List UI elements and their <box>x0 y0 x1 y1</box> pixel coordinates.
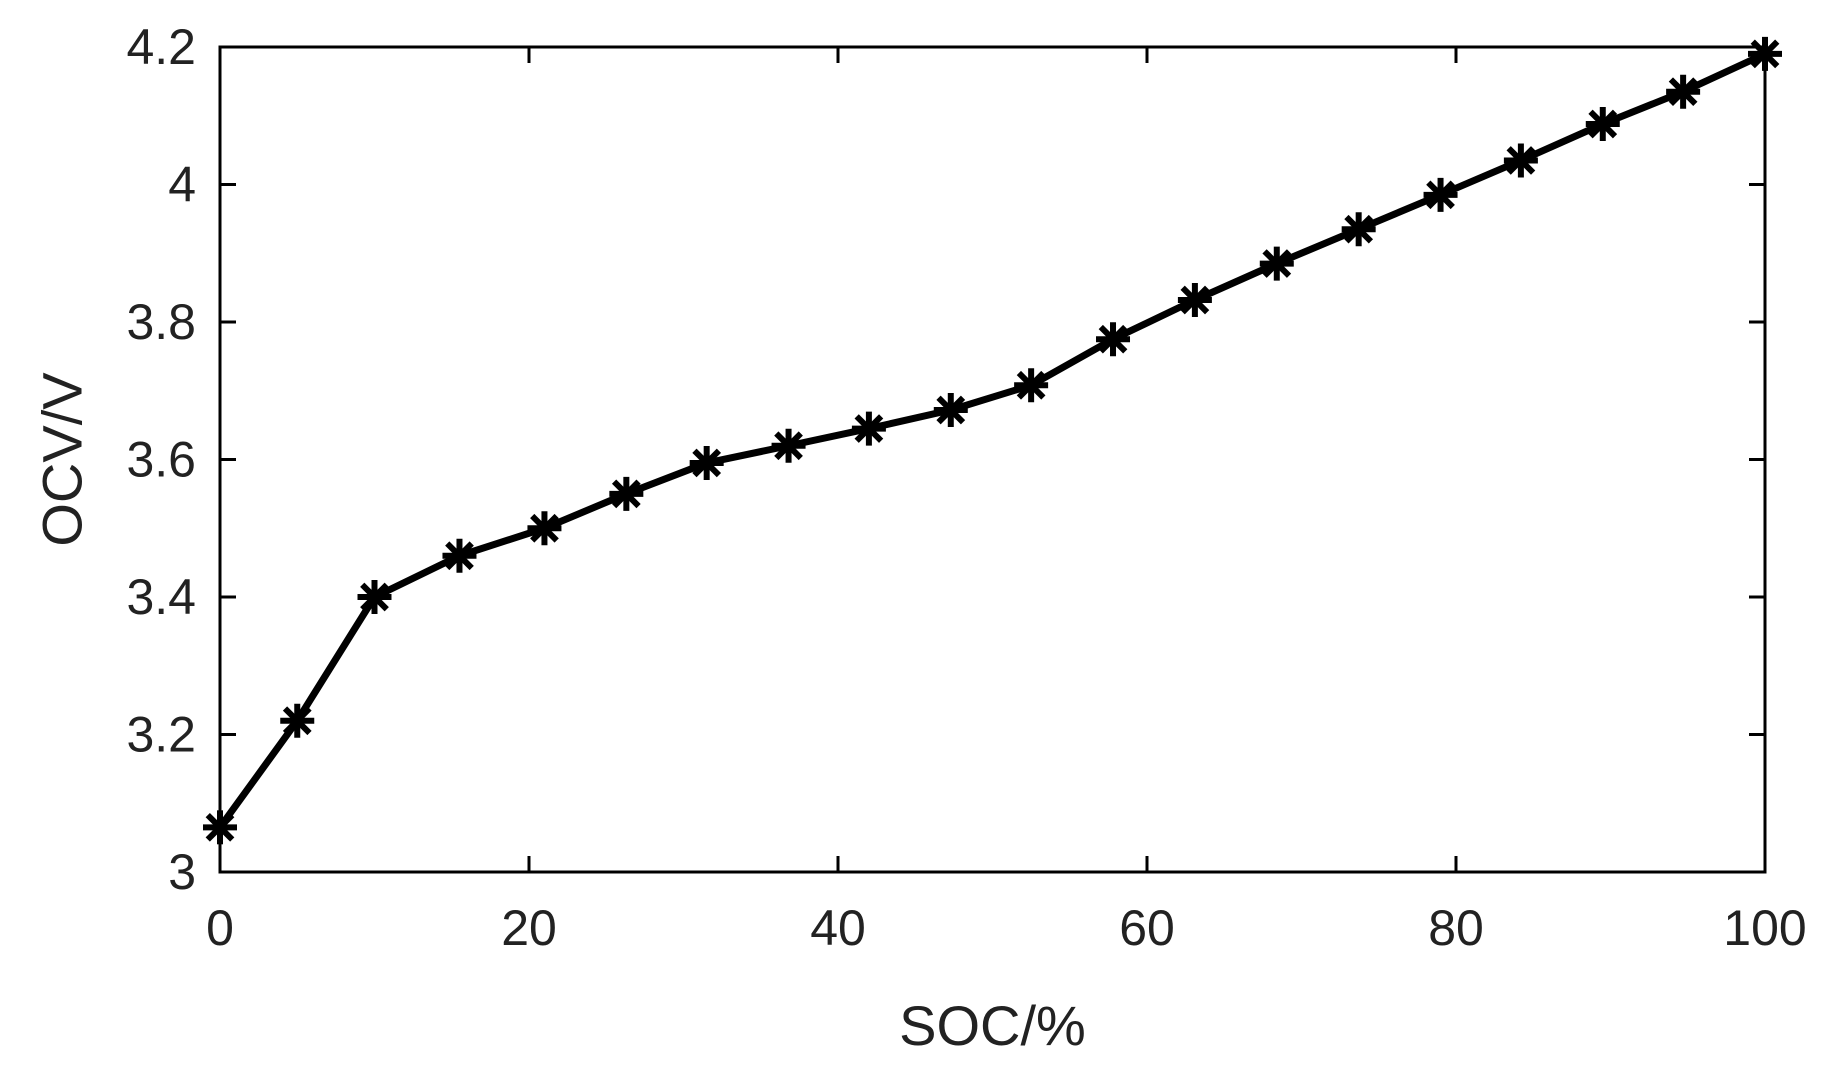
x-tick-label: 100 <box>1723 900 1806 956</box>
data-point-marker <box>771 428 806 463</box>
marker-stroke <box>854 414 884 443</box>
y-tick-labels: 3 3.2 3.4 3.6 3.8 4 4.2 <box>126 19 196 900</box>
data-point-marker <box>1177 283 1212 317</box>
series-line <box>217 50 1767 830</box>
data-point-marker <box>1423 177 1458 212</box>
x-tick-label: 0 <box>206 900 234 956</box>
marker-stroke <box>1262 249 1292 278</box>
data-point-marker <box>1341 212 1376 247</box>
marker-stroke <box>936 395 966 425</box>
marker-stroke <box>530 513 559 543</box>
marker-stroke <box>1180 285 1210 315</box>
marker-stroke <box>692 448 722 478</box>
data-point-marker <box>851 411 886 446</box>
marker-stroke <box>1098 324 1128 354</box>
data-point-marker <box>1503 143 1538 178</box>
y-tick-label: 3 <box>168 844 196 900</box>
marker-stroke <box>1016 370 1046 400</box>
x-tick-label: 20 <box>501 900 557 956</box>
marker-stroke <box>774 431 803 461</box>
marker-stroke <box>282 706 312 736</box>
x-tick-label: 40 <box>810 900 866 956</box>
marker-stroke <box>1506 146 1536 175</box>
y-tick-label: 4 <box>168 157 196 213</box>
y-tick-label: 3.2 <box>126 707 196 763</box>
data-point-marker <box>933 393 968 427</box>
data-point-marker <box>442 538 477 573</box>
data-point-marker <box>609 476 644 511</box>
y-tick-label: 3.4 <box>126 569 196 625</box>
data-point-marker <box>1259 246 1294 281</box>
data-point-marker <box>689 445 724 480</box>
x-tick-label: 80 <box>1428 900 1484 956</box>
plot-frame <box>218 45 1767 874</box>
data-point-marker <box>357 580 392 614</box>
marker-stroke <box>1426 180 1455 210</box>
y-tick-label: 3.8 <box>126 294 196 350</box>
marker-stroke <box>1344 214 1374 244</box>
y-tick-label: 3.6 <box>126 432 196 488</box>
marker-stroke <box>611 479 641 509</box>
x-tick-labels: 0 20 40 60 80 100 <box>206 900 1807 956</box>
data-point-marker <box>1096 322 1131 357</box>
data-series <box>203 36 1782 845</box>
data-point-marker <box>1585 107 1620 141</box>
x-axis-label: SOC/% <box>899 994 1086 1057</box>
y-tick-label: 4.2 <box>126 19 196 75</box>
marker-stroke <box>1668 77 1698 107</box>
marker-stroke <box>360 582 389 612</box>
data-point-marker <box>280 703 315 738</box>
data-point-marker <box>527 511 562 546</box>
data-point-marker <box>1666 74 1701 109</box>
x-tick-label: 60 <box>1119 900 1175 956</box>
marker-stroke <box>445 541 474 571</box>
marker-stroke <box>1588 109 1618 139</box>
data-point-marker <box>1014 368 1049 403</box>
y-axis-label: OCV/V <box>31 372 94 547</box>
